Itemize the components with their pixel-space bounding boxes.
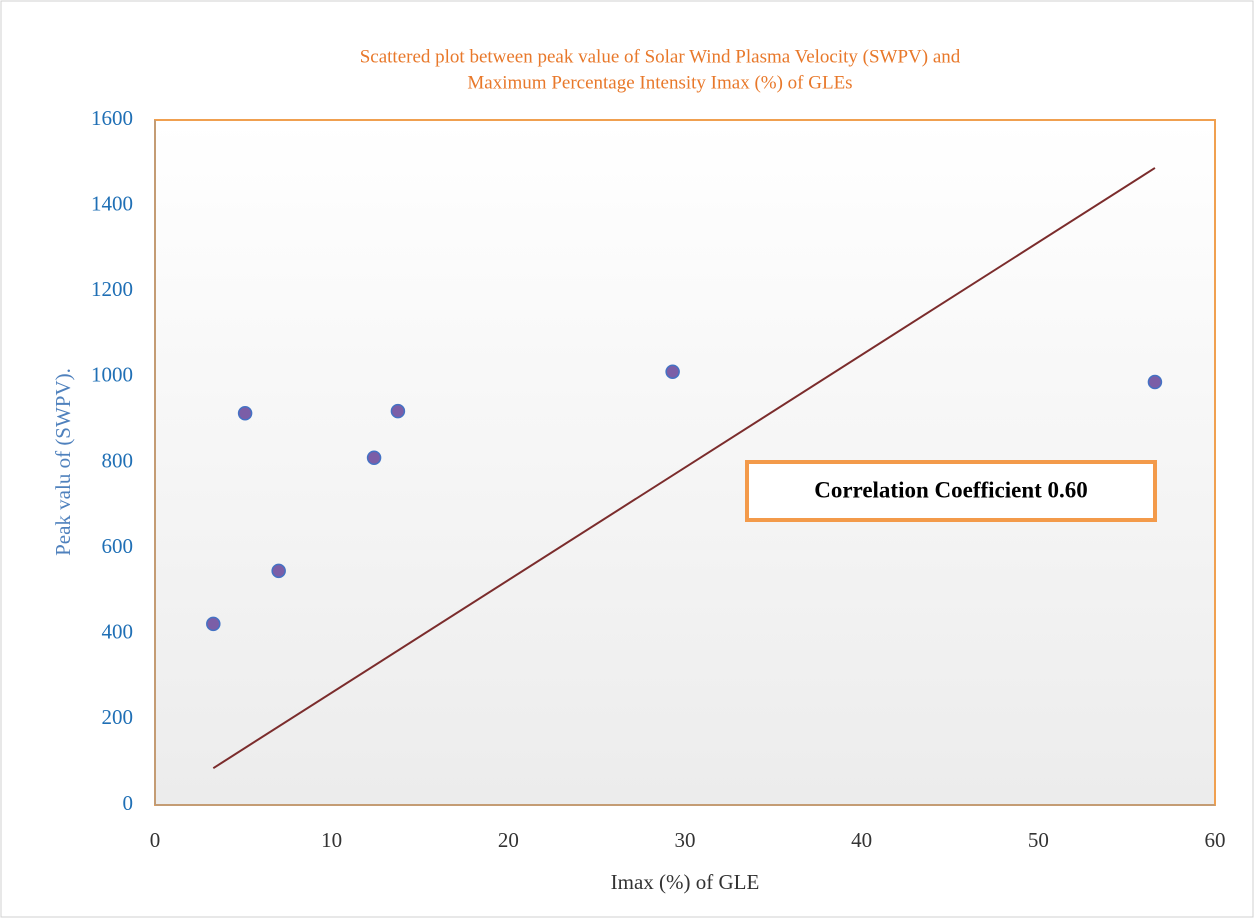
y-tick-label: 0 xyxy=(123,791,134,815)
x-tick-label: 30 xyxy=(675,828,696,852)
y-tick-label: 400 xyxy=(102,620,134,644)
x-tick-label: 40 xyxy=(851,828,872,852)
annotation: Correlation Coefficient 0.60 xyxy=(814,477,1088,502)
trendline xyxy=(212,167,1156,770)
y-tick-label: 1200 xyxy=(91,277,133,301)
y-tick-label: 1000 xyxy=(91,363,133,387)
scatter-point xyxy=(665,364,680,379)
y-tick-label: 1400 xyxy=(91,191,133,215)
scatter-point xyxy=(390,403,406,419)
y-tick-label: 1600 xyxy=(91,106,133,130)
scatter-point xyxy=(366,450,382,466)
scatter-point xyxy=(1147,374,1163,390)
y-tick-label: 800 xyxy=(102,448,134,472)
chart-title: Maximum Percentage Intensity Imax (%) of… xyxy=(467,72,852,93)
scatter-point xyxy=(206,616,221,632)
x-tick-label: 60 xyxy=(1205,828,1226,852)
x-tick-label: 50 xyxy=(1028,828,1049,852)
x-tick-label: 0 xyxy=(150,828,161,852)
annotation-box xyxy=(745,460,1157,522)
scatter-point xyxy=(237,406,253,421)
x-tick-label: 20 xyxy=(498,828,519,852)
scatter-point xyxy=(271,563,286,579)
y-tick-label: 200 xyxy=(102,705,134,729)
chart-title: Scattered plot between peak value of Sol… xyxy=(360,46,961,67)
y-tick-label: 600 xyxy=(102,534,134,558)
x-axis-label: Imax (%) of GLE xyxy=(611,870,760,894)
y-axis-label: Peak valu of (SWPV). xyxy=(51,368,75,556)
x-tick-label: 10 xyxy=(321,828,342,852)
